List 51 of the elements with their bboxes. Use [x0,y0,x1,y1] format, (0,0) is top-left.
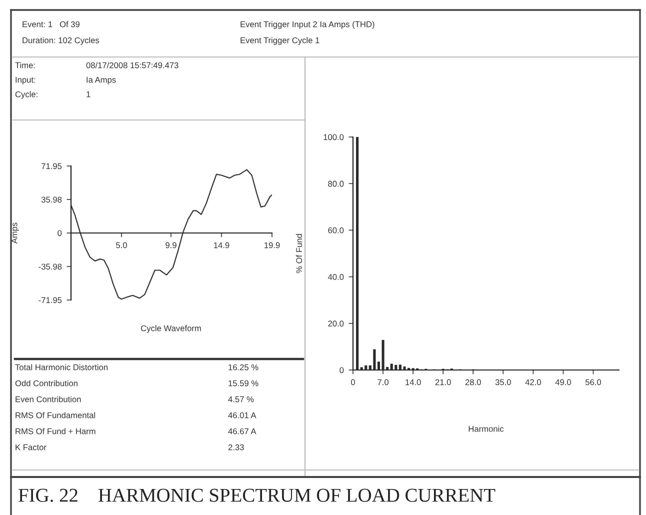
y-tick-label: 0 [340,367,344,374]
x-tick-label: 7.0 [378,379,388,386]
x-tick-label: 9.9 [166,242,176,248]
y-tick-label: -71.95 [38,297,62,304]
y-tick-label: 0 [58,230,62,236]
y-tick-label: 35.98 [41,196,62,203]
y-tick-label: 20.0 [328,320,344,326]
text: Input: [16,76,36,84]
y-tick-label: 100.0 [324,134,344,140]
text: 46.01 A [228,412,256,418]
x-axis-title: Harmonic [468,426,504,432]
text: RMS Of Fund + Harm [16,428,96,434]
y-tick-label: 71.95 [42,163,62,170]
x-tick-label: 56.0 [585,379,602,386]
y-axis-title: Amps [11,222,19,244]
x-tick-label: 42.0 [525,379,541,386]
x-tick-label: 5.0 [116,242,127,248]
text: RMS Of Fundamental [16,412,96,418]
x-tick-label: 14.9 [214,242,230,248]
text: 16.25 % [228,364,258,370]
x-tick-label: 21.0 [435,379,451,386]
text: Duration: 102 Cycles [22,37,100,45]
text: 15.59 % [228,380,258,386]
text: 4.57 % [228,396,254,402]
y-tick-label: -35.98 [38,264,62,270]
text: Ia Amps [86,76,116,84]
x-tick-label: 0 [351,379,355,386]
text: Cycle: [15,91,38,99]
x-tick-label: 49.0 [555,379,572,386]
text: 46.67 A [228,428,256,434]
x-tick-label: 14.0 [406,379,421,386]
text: K Factor [16,444,46,450]
text: FIG. 22 HARMONIC SPECTRUM OF LOAD CURRENT [18,488,496,502]
x-tick-label: 19.9 [264,242,280,248]
text: Time: [15,62,35,68]
text: Odd Contribution [15,380,78,386]
text: Event: 1 Of 39 [22,21,80,28]
y-tick-label: 80.0 [328,180,344,187]
text: Event Trigger Cycle 1 [240,37,320,45]
text: 08/17/2008 15:57:49.473 [86,62,178,68]
y-tick-label: 60.0 [328,227,344,234]
text: 1 [86,91,90,98]
x-tick-label: 35.0 [495,379,511,386]
text: Total Harmonic Distortion [15,364,108,370]
text: Event Trigger Input 2 Ia Amps (THD) [240,21,374,29]
y-axis-title: % Of Fund [296,234,302,274]
text: 2.33 [228,444,244,450]
text: Even Contribution [16,396,81,402]
x-tick-label: 28.0 [465,379,481,386]
y-tick-label: 40.0 [328,274,344,280]
x-axis-title: Cycle Waveform [141,325,201,333]
